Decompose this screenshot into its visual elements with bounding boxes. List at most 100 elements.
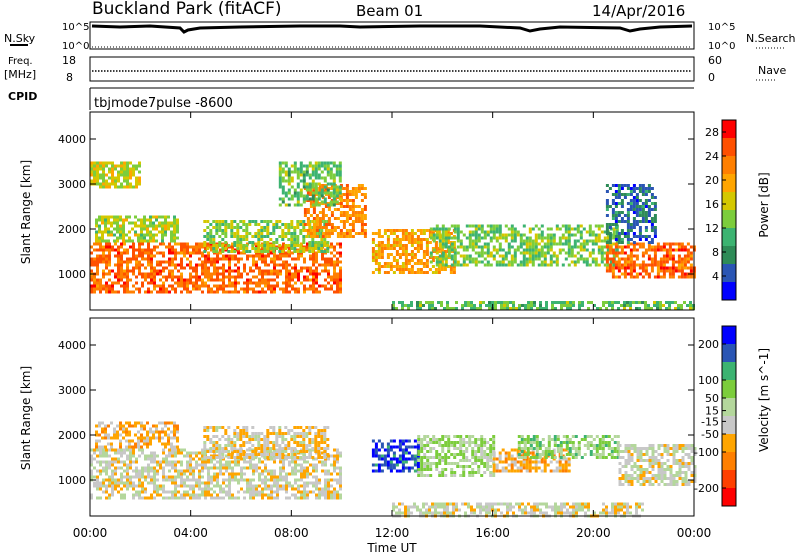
velocity-cell [165, 478, 168, 482]
power-cell [266, 244, 270, 247]
power-cell [209, 241, 213, 244]
power-cell [323, 185, 327, 189]
power-cell [522, 248, 526, 252]
power-cell [468, 260, 472, 264]
velocity-cell [275, 453, 279, 456]
velocity-cell [186, 463, 189, 467]
velocity-cell [264, 466, 267, 470]
power-cell [579, 257, 583, 261]
power-cell [323, 179, 327, 183]
power-cell [287, 203, 291, 207]
velocity-cell [218, 444, 222, 447]
velocity-cell [240, 487, 243, 491]
power-cell [221, 244, 225, 247]
power-cell [320, 238, 324, 241]
power-cell [306, 278, 309, 282]
velocity-cell [413, 463, 417, 467]
power-cell [404, 235, 408, 238]
velocity-cell [105, 466, 108, 470]
velocity-cell [120, 448, 123, 452]
velocity-cell [192, 466, 195, 470]
power-cell [303, 208, 307, 211]
power-cell [540, 236, 544, 240]
velocity-cell [321, 451, 324, 455]
power-cell [222, 272, 225, 276]
velocity-cell [140, 436, 143, 440]
velocity-cell [324, 481, 327, 485]
velocity-cell [141, 487, 144, 491]
power-cell [111, 287, 114, 291]
power-cell [114, 290, 117, 294]
power-cell [309, 232, 313, 235]
power-cell [249, 269, 252, 273]
velocity-cell [162, 460, 165, 464]
power-cell [632, 223, 636, 226]
power-cell [162, 269, 165, 273]
power-cell [293, 250, 297, 253]
power-cell [629, 254, 633, 258]
power-cell [171, 272, 174, 276]
power-cell [641, 205, 645, 208]
velocity-cell [401, 454, 405, 458]
velocity-cell [209, 441, 213, 444]
power-cell [668, 251, 672, 255]
power-cell [245, 238, 249, 241]
power-cell [338, 185, 342, 189]
nsky-trace [91, 24, 693, 34]
power-cell [383, 232, 387, 235]
power-cell [440, 268, 444, 271]
power-cell [120, 257, 123, 261]
velocity-cell [251, 453, 255, 456]
velocity-cell [281, 435, 285, 438]
power-cell [617, 307, 620, 310]
velocity-cell [314, 426, 318, 429]
power-cell [120, 251, 123, 255]
power-cell [284, 164, 288, 168]
power-cell [608, 304, 611, 307]
velocity-cell [218, 453, 222, 456]
power-cell [327, 281, 330, 285]
power-cell [650, 238, 654, 241]
power-cell [614, 301, 617, 304]
power-cell [611, 272, 615, 276]
velocity-cell [231, 460, 234, 464]
power-cell [101, 215, 104, 219]
power-cell [227, 223, 231, 226]
power-cell [348, 208, 352, 211]
velocity-cell [383, 460, 387, 464]
power-cell [240, 272, 243, 276]
power-cell [198, 245, 201, 249]
power-cell [471, 248, 475, 252]
power-cell [429, 251, 433, 255]
power-cell [108, 290, 111, 294]
power-cell [168, 290, 171, 294]
velocity-cell [159, 493, 162, 497]
velocity-cell [96, 481, 99, 485]
power-cell [422, 256, 426, 259]
power-cell [620, 187, 624, 190]
power-cell [245, 223, 249, 226]
power-cell [638, 184, 642, 187]
power-cell [540, 251, 544, 255]
power-cell [290, 194, 294, 198]
power-cell [594, 236, 598, 240]
power-cell [308, 244, 312, 247]
power-cell [99, 164, 102, 168]
power-colorbar-swatch [722, 192, 736, 210]
power-cell [281, 238, 285, 241]
power-cell [512, 304, 515, 307]
power-cell [404, 238, 408, 241]
power-cell [474, 257, 478, 261]
power-cell [486, 254, 490, 258]
power-cell [150, 254, 153, 258]
power-cell [206, 232, 210, 235]
velocity-cell [398, 457, 402, 461]
power-cell [603, 251, 607, 255]
velocity-cell [216, 493, 219, 497]
power-cell [228, 272, 231, 276]
power-cell [491, 301, 494, 304]
velocity-cell [410, 466, 414, 470]
power-cell [240, 257, 243, 261]
power-cell [377, 250, 381, 253]
velocity-cell [239, 453, 243, 456]
